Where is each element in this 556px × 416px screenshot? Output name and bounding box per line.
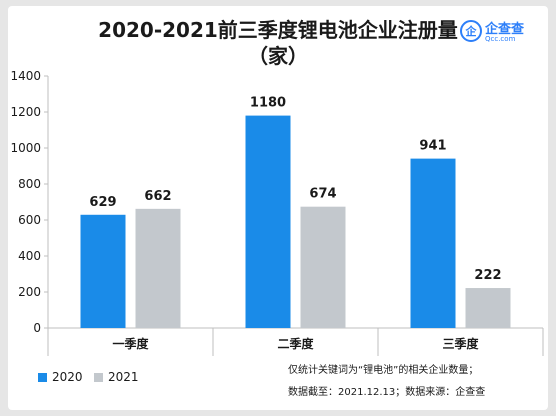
logo-icon: 企: [460, 20, 482, 42]
qichacha-logo: 企 企查查 Qcc.com: [458, 16, 548, 48]
logo-domain: Qcc.com: [485, 35, 516, 43]
bar-2021-2: [465, 288, 511, 328]
data-label: 1180: [250, 96, 286, 111]
legend-swatch-2020: [38, 372, 47, 382]
bar-2021-1: [300, 206, 346, 328]
bar-2020-0: [80, 214, 126, 328]
x-tick-label: 二季度: [277, 336, 314, 351]
y-tick-label: 1400: [10, 69, 41, 83]
footnote-scope: 仅统计关键词为“锂电池”的相关企业数量；: [288, 365, 479, 376]
data-label: 674: [309, 187, 336, 202]
y-tick-label: 1200: [10, 105, 41, 119]
legend-label-2021: 2021: [108, 370, 139, 384]
chart-subtitle: （家）: [248, 44, 308, 68]
data-label: 629: [89, 195, 116, 210]
chart-title: 2020-2021前三季度锂电池企业注册量: [98, 18, 458, 42]
data-label: 941: [419, 139, 446, 154]
bar-chart: 0 200 400 600 800 1000 1200 1400 629 662 一季度 1180 67…: [10, 69, 544, 356]
data-label: 222: [474, 268, 501, 283]
y-tick-label: 600: [18, 213, 41, 227]
footnote-source: 数据截至：2021.12.13；数据来源：企查查: [288, 387, 486, 398]
bar-2020-1: [245, 115, 291, 328]
bar-2021-0: [135, 208, 181, 328]
x-tick-label: 一季度: [112, 336, 149, 351]
y-tick-label: 200: [18, 285, 41, 299]
y-tick-label: 800: [18, 177, 41, 191]
y-tick-label: 400: [18, 249, 41, 263]
legend-swatch-2021: [94, 372, 103, 382]
legend-label-2020: 2020: [52, 370, 83, 384]
x-tick-label: 三季度: [442, 336, 479, 351]
bar-2020-2: [410, 158, 456, 328]
legend-item-2020: 2020: [38, 370, 83, 384]
chart-card: 2020-2021前三季度锂电池企业注册量 （家） 企 企查查 Qcc.com …: [8, 6, 548, 410]
data-label: 662: [144, 189, 171, 204]
logo-name: 企查查: [485, 22, 525, 37]
footnote: 仅统计关键词为“锂电池”的相关企业数量； 数据截至：2021.12.13；数据来…: [288, 360, 543, 404]
y-tick-label: 1000: [10, 141, 41, 155]
y-tick-label: 0: [33, 321, 41, 335]
legend-item-2021: 2021: [94, 370, 139, 384]
